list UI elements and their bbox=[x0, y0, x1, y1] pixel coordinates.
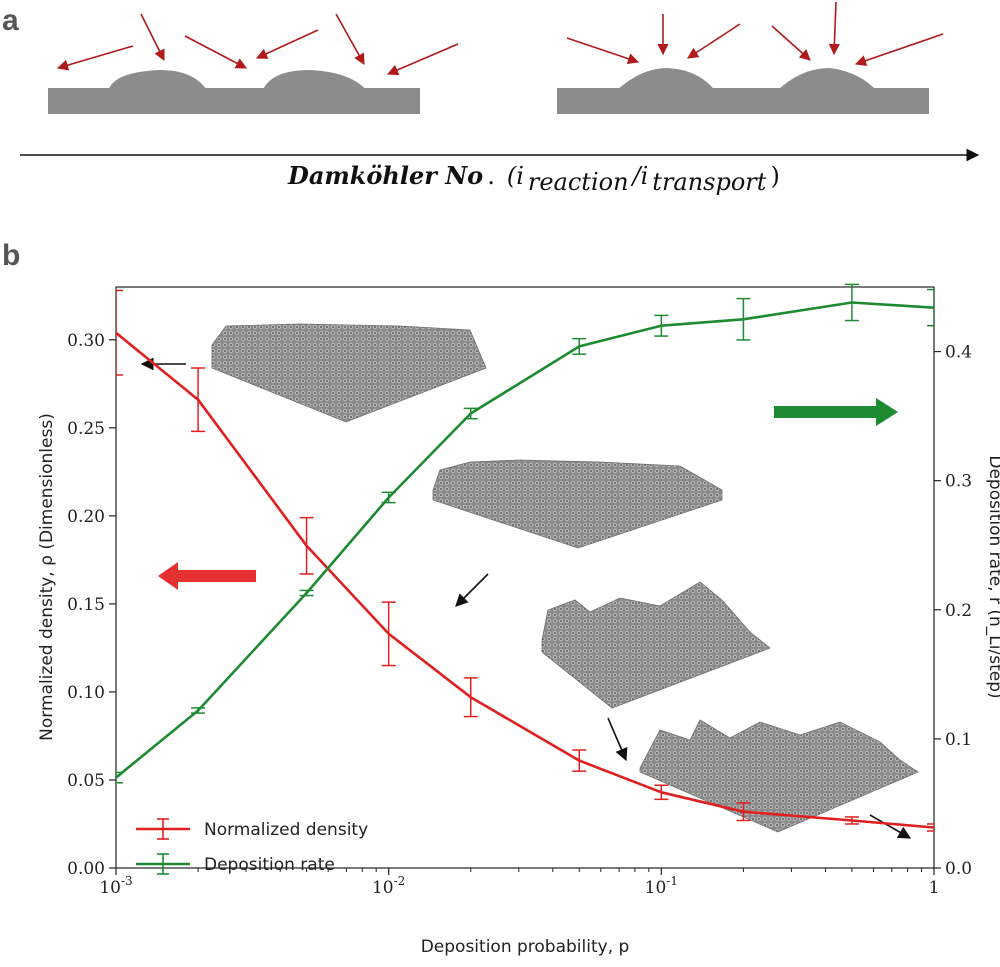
right-axis-indicator-arrow bbox=[774, 398, 898, 426]
deposit-bump-left-2 bbox=[262, 70, 368, 92]
panel-a: a bbox=[2, 1, 980, 196]
schematic-high-damkohler bbox=[557, 1, 944, 114]
panel-b: b 10-3 10-2 10-1 1 0.00 0.05 0.10 0.15 0.20 0.25 0… bbox=[2, 239, 1000, 957]
error-bar bbox=[736, 802, 751, 822]
series-density bbox=[116, 289, 934, 832]
error-bar bbox=[191, 707, 206, 714]
error-bar bbox=[299, 589, 314, 597]
error-bar bbox=[572, 749, 587, 772]
error-bar bbox=[191, 367, 206, 433]
x-tick-label: 10-1 bbox=[645, 874, 678, 898]
annotation-arrows bbox=[140, 357, 912, 839]
error-bar bbox=[572, 337, 587, 355]
x-tick-label: 10-2 bbox=[372, 874, 405, 898]
substrate-right bbox=[557, 88, 929, 114]
y-left-tick-label: 0.20 bbox=[67, 507, 105, 527]
substrate-left bbox=[48, 88, 420, 114]
pointer-arrow-3 bbox=[607, 717, 628, 762]
data-series bbox=[116, 283, 934, 832]
panel-a-label: a bbox=[2, 4, 19, 37]
y-right-tick-label: 0.4 bbox=[945, 343, 972, 363]
error-bar bbox=[116, 289, 123, 376]
error-bar bbox=[116, 771, 123, 784]
error-bar bbox=[736, 297, 751, 341]
panel-b-label: b bbox=[2, 239, 20, 272]
series-line bbox=[116, 331, 934, 829]
legend-entry-rate: Deposition rate bbox=[136, 853, 335, 875]
y-right-tick-label: 0.3 bbox=[945, 472, 972, 492]
y-left-tick-label: 0.00 bbox=[67, 859, 105, 879]
inset-dense-film bbox=[211, 323, 487, 423]
y-left-tick-label: 0.15 bbox=[67, 595, 105, 615]
deposit-bump-right-1 bbox=[615, 68, 716, 92]
error-bar bbox=[927, 823, 934, 832]
inset-p-0p1 bbox=[541, 581, 771, 709]
error-bar bbox=[654, 784, 669, 801]
damkohler-axis-label: Damköhler No . (i reaction /i transport … bbox=[287, 161, 780, 196]
error-bar bbox=[844, 283, 859, 322]
axis-ticks: 10-3 10-2 10-1 1 0.00 0.05 0.10 0.15 0.20 0.25 0.3… bbox=[67, 331, 972, 898]
y-left-tick-label: 0.10 bbox=[67, 683, 105, 703]
error-bar bbox=[463, 407, 478, 420]
morphology-insets bbox=[211, 323, 919, 833]
legend: Normalized density Deposition rate bbox=[136, 818, 368, 875]
x-tick-label: 1 bbox=[929, 878, 940, 898]
y-left-axis-label: Normalized density, ρ (Dimensionless) bbox=[37, 413, 57, 741]
y-right-tick-label: 0.0 bbox=[945, 859, 972, 879]
schematic-low-damkohler bbox=[48, 13, 459, 114]
x-axis-label: Deposition probability, p bbox=[421, 937, 630, 957]
y-left-tick-label: 0.30 bbox=[67, 331, 105, 351]
flux-arrows-left bbox=[56, 13, 459, 76]
y-left-tick-label: 0.05 bbox=[67, 771, 105, 791]
y-right-axis-label: Deposition rate, r (n_Li/step) bbox=[985, 455, 1000, 698]
error-bar bbox=[299, 516, 314, 575]
series-line bbox=[116, 301, 934, 779]
left-axis-indicator-arrow bbox=[158, 562, 256, 590]
series-rate bbox=[116, 283, 934, 784]
inset-p-0p02 bbox=[432, 459, 723, 549]
plot-frame bbox=[115, 286, 935, 869]
error-bar bbox=[654, 314, 669, 337]
error-bar bbox=[844, 816, 859, 825]
y-left-tick-label: 0.25 bbox=[67, 419, 105, 439]
error-bar bbox=[463, 677, 478, 718]
pointer-arrow-4 bbox=[869, 814, 912, 839]
error-bar bbox=[381, 601, 396, 667]
y-right-tick-label: 0.1 bbox=[945, 730, 972, 750]
legend-label-rate: Deposition rate bbox=[204, 855, 335, 875]
y-right-tick-label: 0.2 bbox=[945, 601, 972, 621]
legend-entry-density: Normalized density bbox=[136, 818, 368, 840]
x-tick-label: 10-3 bbox=[99, 874, 132, 898]
legend-label-density: Normalized density bbox=[204, 820, 368, 840]
deposit-bump-left-1 bbox=[108, 70, 208, 92]
error-bar bbox=[927, 288, 934, 327]
flux-arrows-right bbox=[566, 1, 944, 67]
error-bar bbox=[381, 491, 396, 504]
pointer-arrow-2 bbox=[455, 573, 489, 607]
inset-p-0p5 bbox=[639, 719, 919, 833]
deposit-bump-right-2 bbox=[776, 68, 878, 92]
